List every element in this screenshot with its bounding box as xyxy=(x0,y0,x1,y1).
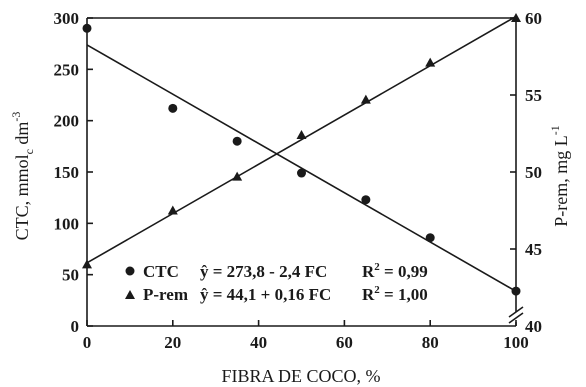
y-left-axis-title: CTC, mmolc dm-3 xyxy=(9,112,36,241)
y-right-tick-label: 50 xyxy=(525,163,542,182)
legend-ctc-r2-value: = 0,99 xyxy=(380,262,428,281)
legend-ctc-name: CTC xyxy=(143,262,179,281)
legend-ctc-r2: R2 = 0,99 xyxy=(362,261,428,281)
y-left-tick-label: 150 xyxy=(54,163,80,182)
legend-prem-r2: R2 = 1,00 xyxy=(362,284,428,304)
legend-ctc-r2-sup: 2 xyxy=(374,261,380,273)
y-left-tick-label: 250 xyxy=(54,60,80,79)
y-right-tick-label: 60 xyxy=(525,9,542,28)
y-left-axis-title-main: CTC, mmol xyxy=(12,154,32,240)
legend-prem-r2-label: R xyxy=(362,285,375,304)
y-left-tick-label: 300 xyxy=(54,9,80,28)
legend-ctc-equation: ŷ = 273,8 - 2,4 FC xyxy=(200,262,327,281)
y-right-tick-label: 40 xyxy=(525,317,542,336)
legend-ctc-r2-label: R xyxy=(362,262,375,281)
axis-break-mark xyxy=(508,306,524,318)
x-tick-label: 20 xyxy=(164,333,181,352)
y-right-tick-label: 45 xyxy=(525,240,542,259)
y-left-tick-label: 200 xyxy=(54,112,80,131)
data-marks xyxy=(82,13,521,296)
y-left-axis-title-sub: c xyxy=(22,149,36,154)
ctc-point xyxy=(297,168,306,178)
p-rem-point xyxy=(82,259,92,269)
legend-ctc-marker xyxy=(125,266,135,276)
p-rem-point xyxy=(167,205,178,215)
x-axis-title: FIBRA DE COCO, % xyxy=(221,366,380,386)
y-right-axis-title-sup: -1 xyxy=(548,125,562,135)
legend-prem-name: P-rem xyxy=(143,285,188,304)
legend-prem-marker xyxy=(125,290,135,299)
ctc-point xyxy=(511,286,521,296)
y-right-axis-title-main: P-rem, mg L xyxy=(551,135,571,227)
legend-prem-r2-sup: 2 xyxy=(374,284,380,296)
p-rem-fit-line xyxy=(86,15,517,264)
ctc-point xyxy=(82,23,92,33)
axis-break-mark xyxy=(508,312,524,324)
ctc-point xyxy=(168,103,178,113)
ctc-point xyxy=(425,233,435,243)
y-right-tick-label: 55 xyxy=(525,86,542,105)
p-rem-point xyxy=(232,171,243,181)
legend-prem-equation: ŷ = 44,1 + 0,16 FC xyxy=(200,285,331,304)
y-left-axis-title-sup: -3 xyxy=(9,112,23,122)
y-right-axis-title: P-rem, mg L-1 xyxy=(548,125,571,227)
legend: CTC ŷ = 273,8 - 2,4 FC R2 = 0,99 P-rem ŷ… xyxy=(125,261,428,304)
x-tick-label: 40 xyxy=(250,333,267,352)
p-rem-point xyxy=(296,130,307,140)
p-rem-point xyxy=(511,13,521,22)
y-left-tick-label: 50 xyxy=(62,266,79,285)
p-rem-point xyxy=(425,57,436,67)
y-left-axis-title-unit: dm xyxy=(12,122,32,150)
p-rem-point xyxy=(360,94,371,104)
axes: 0 20 40 60 80 100 0 50 100 150 200 250 300 40 45 50 55 60 xyxy=(54,9,543,352)
x-tick-label: 100 xyxy=(503,333,529,352)
legend-prem-r2-value: = 1,00 xyxy=(380,285,428,304)
y-left-tick-label: 0 xyxy=(71,317,80,336)
x-tick-label: 60 xyxy=(336,333,353,352)
x-tick-label: 0 xyxy=(83,333,92,352)
ctc-point xyxy=(361,195,371,205)
y-left-tick-label: 100 xyxy=(54,214,80,233)
ctc-fit-line xyxy=(86,44,517,292)
x-tick-label: 80 xyxy=(422,333,439,352)
ctc-point xyxy=(232,136,242,146)
